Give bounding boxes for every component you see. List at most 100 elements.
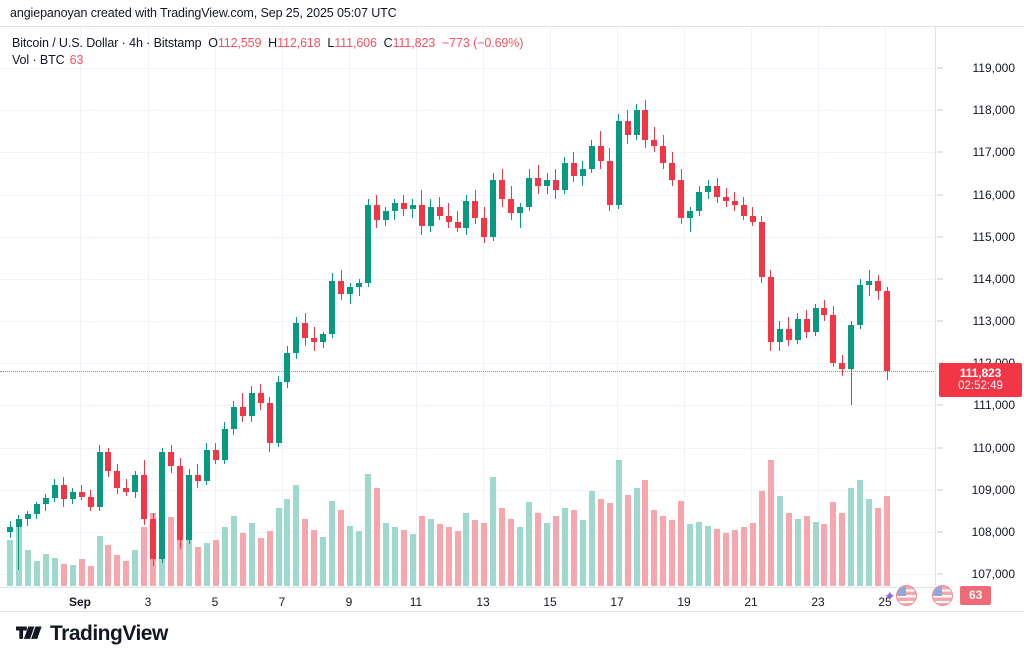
candle-body: [884, 291, 891, 371]
candle-body: [51, 485, 58, 499]
volume-bar: [660, 516, 667, 586]
time-tick-label: Sep: [68, 595, 92, 609]
candle-body: [212, 449, 219, 461]
price-tick-mark: [937, 151, 943, 153]
candle-body: [230, 407, 237, 429]
candle-body: [454, 221, 461, 229]
candlestick: [248, 386, 255, 423]
candlestick: [311, 327, 318, 351]
grid-line-vertical: [617, 27, 618, 586]
candle-body: [257, 392, 264, 404]
volume-bar: [526, 502, 533, 586]
price-tick-mark: [937, 404, 943, 406]
candlestick: [436, 196, 443, 220]
volume-bar: [248, 523, 255, 586]
volume-bar: [132, 549, 139, 586]
volume-bar: [794, 518, 801, 586]
grid-line-vertical: [282, 27, 283, 586]
candlestick: [105, 447, 112, 478]
candlestick: [338, 270, 345, 300]
price-tick-mark: [937, 573, 943, 575]
candlestick: [284, 346, 291, 389]
candlestick: [51, 479, 58, 503]
volume-bar: [293, 485, 300, 586]
candlestick: [481, 207, 488, 243]
candle-body: [669, 162, 676, 180]
candlestick: [723, 188, 729, 208]
volume-bar: [669, 520, 676, 586]
candle-body: [123, 487, 130, 492]
candlestick: [633, 103, 640, 140]
volume-bar: [391, 527, 398, 586]
candle-body: [329, 280, 336, 334]
candle-body: [42, 498, 49, 505]
time-tick-label: 17: [610, 595, 624, 609]
candlestick: [597, 131, 604, 170]
legend-low-value: 111,606: [334, 36, 377, 50]
volume-bar: [472, 520, 479, 586]
candle-body: [400, 202, 407, 210]
candle-body: [687, 211, 694, 218]
time-tick-label: 5: [211, 595, 219, 609]
candle-body: [552, 179, 559, 191]
legend-exchange: Bitstamp: [153, 36, 202, 50]
candle-body: [588, 145, 595, 170]
legend-open-value: 112,559: [217, 36, 262, 50]
candle-body: [15, 519, 22, 527]
candle-body: [69, 491, 76, 499]
candle-body: [186, 474, 192, 541]
candlestick: [382, 207, 389, 227]
candle-body: [678, 179, 685, 218]
volume-bar: [561, 507, 568, 586]
candlestick: [839, 354, 846, 376]
volume-bar: [266, 531, 273, 586]
time-scale[interactable]: Sep 3 5 7 9 11 13 15 17 19 21 23 25: [0, 587, 936, 613]
us-flag-icon[interactable]: [932, 585, 953, 606]
volume-bar: [490, 476, 497, 586]
volume-bar: [69, 565, 76, 586]
candlestick: [445, 202, 452, 229]
legend-symbol-ohlc: Bitcoin / U.S. Dollar · 4h · Bitstamp O1…: [12, 36, 524, 50]
candle-body: [517, 207, 524, 214]
volume-bar: [203, 542, 210, 586]
candle-body: [660, 145, 667, 163]
attribution-text: angiepanoyan created with TradingView.co…: [10, 6, 397, 20]
grid-line-horizontal: [0, 321, 935, 322]
candlestick: [848, 321, 855, 406]
candlestick: [696, 186, 703, 216]
candle-body: [150, 519, 157, 560]
candle-body: [723, 196, 729, 201]
volume-bar: [338, 510, 345, 586]
us-flag-icon[interactable]: [896, 585, 917, 606]
candlestick: [177, 458, 184, 549]
volume-bar: [194, 546, 201, 586]
tradingview-logo: TradingView: [16, 622, 168, 646]
volume-bar: [597, 499, 604, 586]
grid-line-vertical: [215, 27, 216, 586]
candlestick: [535, 164, 542, 195]
candle-body: [373, 205, 380, 220]
candlestick: [347, 283, 354, 305]
candle-wick: [358, 278, 360, 296]
volume-bar: [535, 513, 542, 586]
volume-bar: [239, 532, 246, 586]
volume-bar: [168, 517, 175, 586]
candlestick: [561, 156, 568, 195]
grid-line-vertical: [416, 27, 417, 586]
candlestick: [776, 321, 783, 351]
candlestick: [159, 447, 166, 564]
volume-bar: [499, 507, 506, 586]
candle-body: [463, 200, 470, 229]
current-price-badge: 111,823 02:52:49: [939, 362, 1022, 397]
candle-body: [785, 329, 792, 340]
plot-area[interactable]: Bitcoin / U.S. Dollar · 4h · Bitstamp O1…: [0, 27, 936, 586]
candlestick: [168, 445, 175, 473]
volume-bar: [606, 503, 613, 586]
candle-body: [275, 382, 282, 444]
candle-body: [803, 318, 810, 332]
candlestick: [803, 310, 810, 338]
price-scale[interactable]: 119,000 118,000 117,000 116,000 115,000 114,0…: [937, 27, 1024, 586]
candlestick: [329, 272, 336, 338]
candle-body: [544, 179, 550, 187]
candlestick: [302, 312, 309, 347]
